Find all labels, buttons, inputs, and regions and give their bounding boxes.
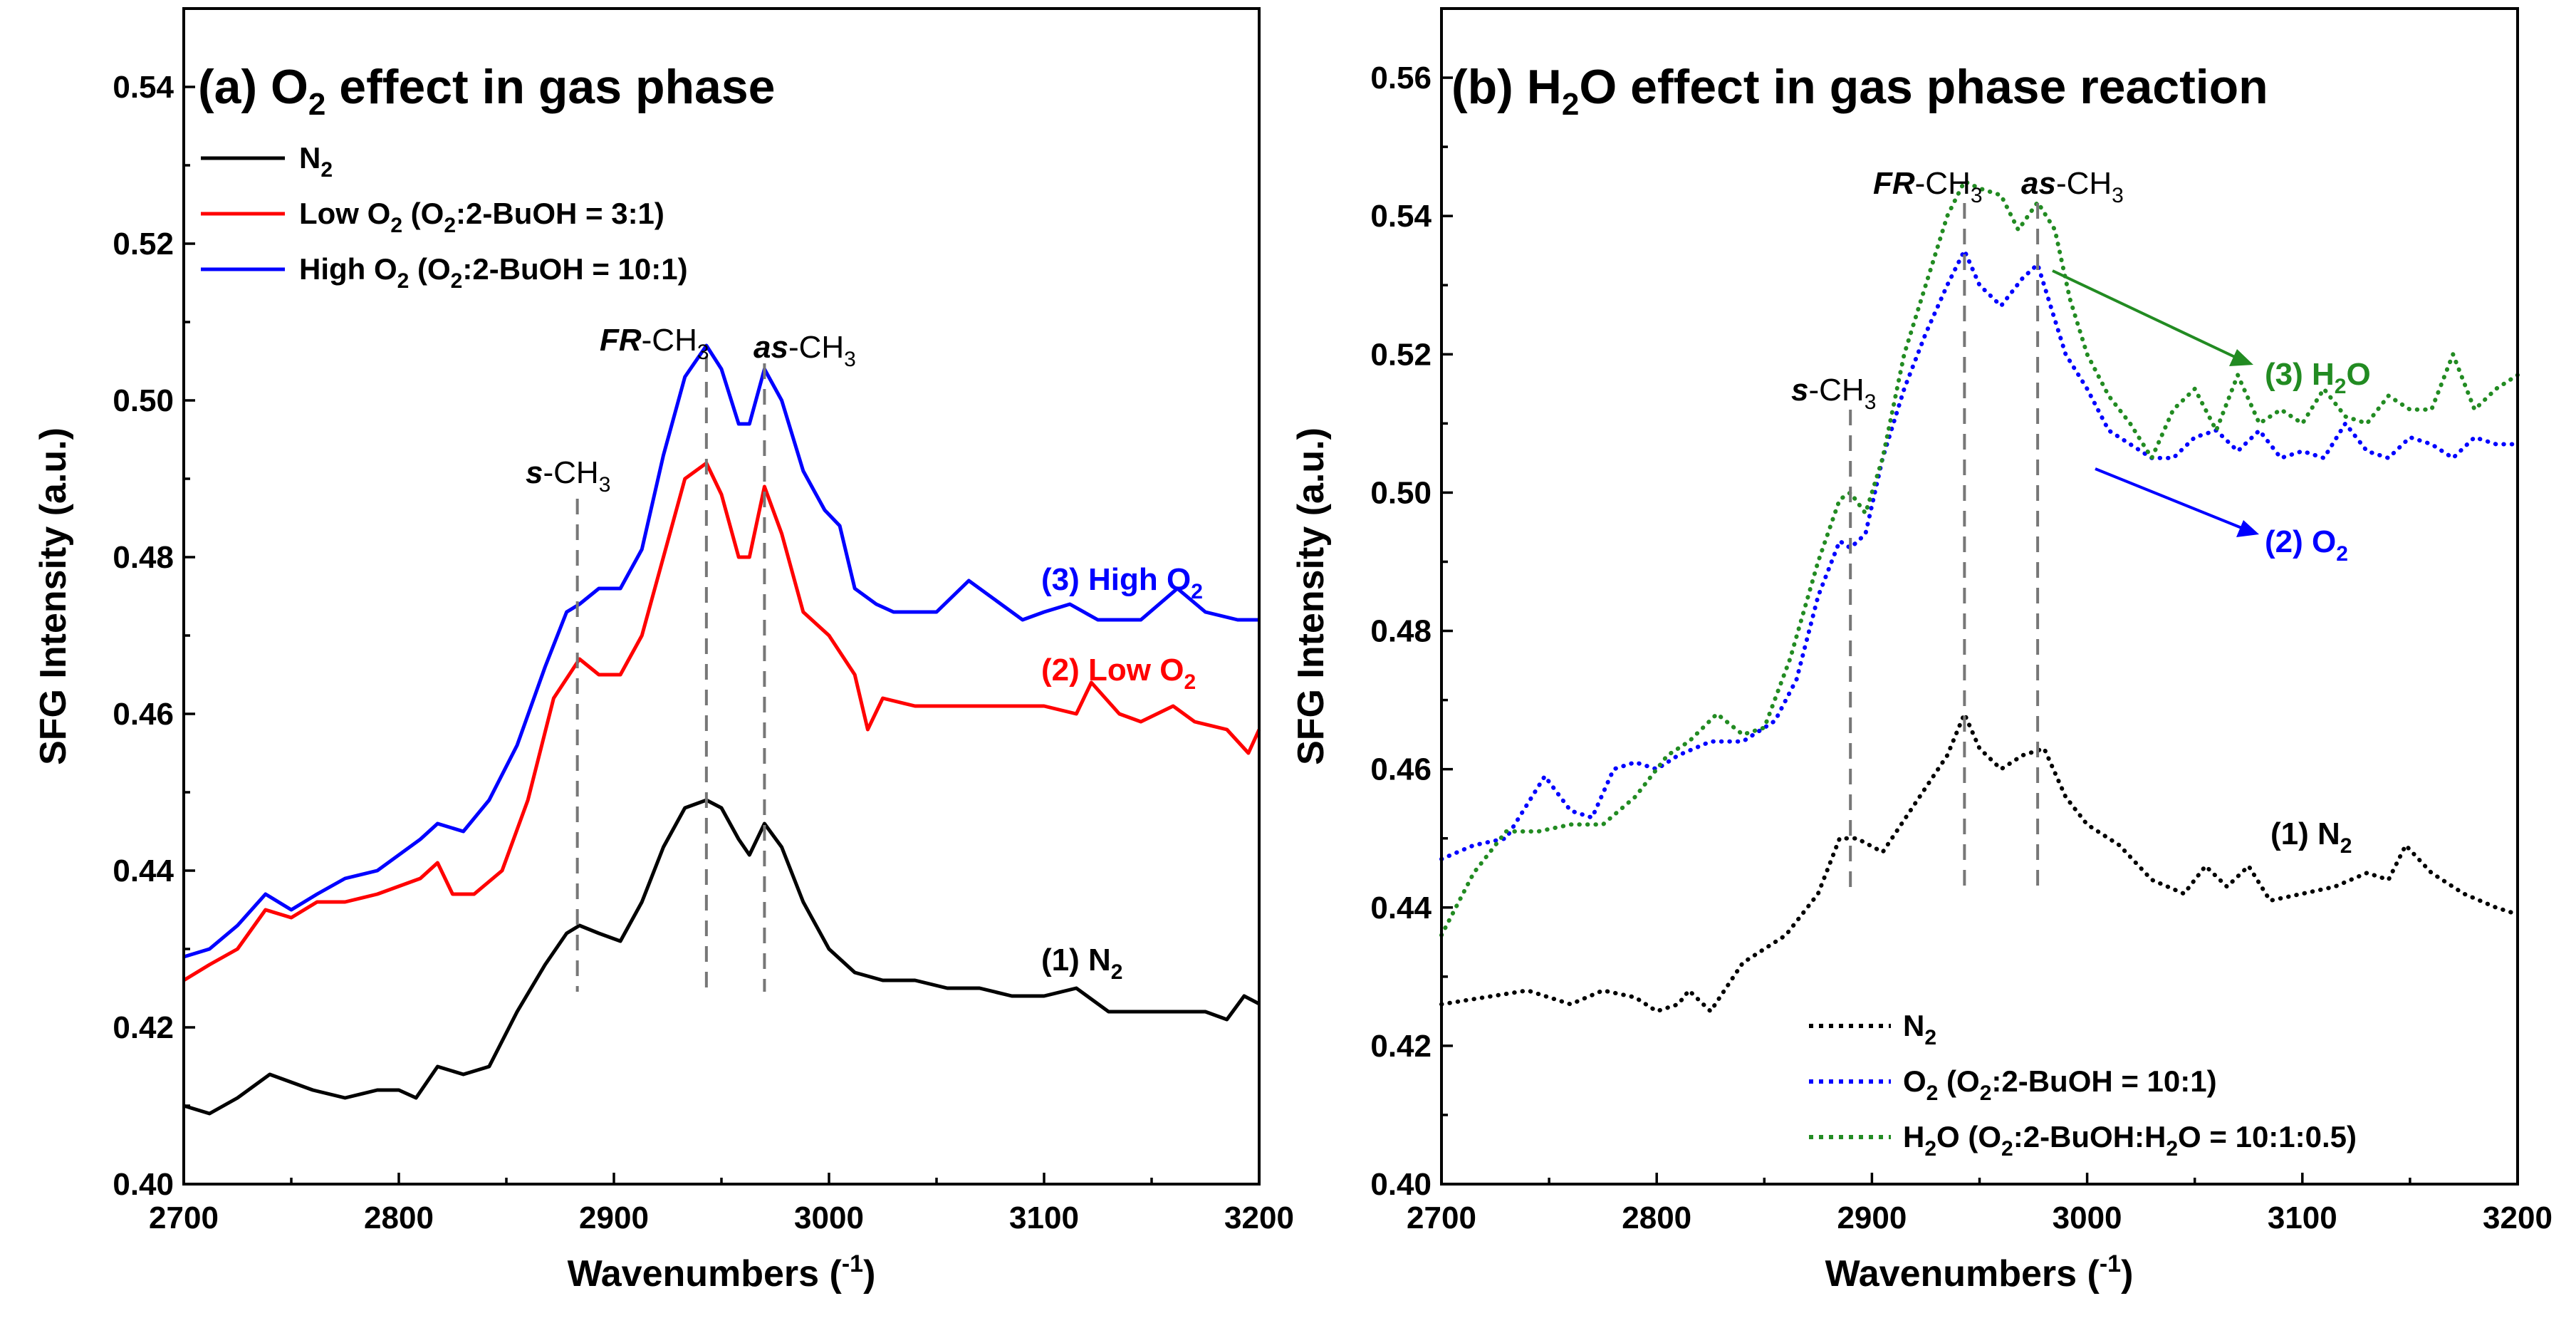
panel-b-title: (b) H2O effect in gas phase reaction	[1451, 60, 2268, 122]
panel-a-peak-label-as-ch3: as-CH3	[753, 330, 856, 371]
panel-b-y-tick-label-0.50: 0.50	[1370, 475, 1432, 510]
panel-b-ticks: 2700 2800 2900 3000 3100 3200 0.40 0.42 0.44 0.46…	[1370, 61, 2552, 1235]
panel-b-y-tick-label-0.52: 0.52	[1370, 337, 1432, 372]
panel-b-peak-label-fr-ch3: FR-CH3	[1873, 166, 1983, 207]
panel-b-y-tick-label-0.46: 0.46	[1370, 752, 1432, 787]
panel-b-legend: N2 O2 (O2:2-BuOH = 10:1) H2O (O2:2-BuOH:…	[1809, 1009, 2357, 1161]
panel-b-peak-markers	[1849, 203, 2040, 892]
panel-b-arrow-h2o	[2052, 269, 2237, 359]
panel-a-x-tick-label-3000: 3000	[794, 1200, 864, 1235]
panel-a-series-layer	[182, 343, 1261, 1116]
panel-b-curve-label-n2: (1) N2	[2270, 816, 2352, 858]
panel-a-y-tick-label-0.46: 0.46	[113, 697, 174, 732]
panel-a-x-tick-label-3100: 3100	[1009, 1200, 1079, 1235]
panel-a-x-tick-label-2700: 2700	[149, 1200, 219, 1235]
panel-a-peak-markers	[575, 356, 766, 992]
panel-a-curve-label-n2: (1) N2	[1041, 943, 1122, 984]
panel-a-y-axis-title: SFG Intensity (a.u.)	[33, 427, 74, 765]
panel-a-title: (a) O2 effect in gas phase	[198, 60, 775, 122]
panel-b-arrowhead-o2	[2236, 520, 2259, 537]
panel-b-peak-label-as-ch3: as-CH3	[2021, 166, 2124, 207]
panel-a-legend-low-o2: Low O2 (O2:2-BuOH = 3:1)	[299, 197, 664, 237]
panel-a-legend: N2 Low O2 (O2:2-BuOH = 3:1) High O2 (O2:…	[201, 141, 688, 293]
panel-b-x-tick-label-3200: 3200	[2483, 1200, 2552, 1235]
panel-b: 2700 2800 2900 3000 3100 3200 0.40 0.42 0.44 0.46…	[1290, 7, 2552, 1295]
panel-b-curve-label-o2: (2) O2	[2265, 524, 2348, 566]
panel-b-peak-label-s-ch3: s-CH3	[1791, 373, 1876, 414]
panel-a-y-tick-label-0.40: 0.40	[113, 1167, 174, 1202]
panel-b-y-tick-label-0.48: 0.48	[1370, 614, 1432, 649]
panel-b-curve-label-h2o: (3) H2O	[2265, 357, 2371, 398]
panel-b-legend-n2: N2	[1903, 1009, 1936, 1049]
panel-a-y-tick-label-0.48: 0.48	[113, 540, 174, 575]
panel-b-x-tick-label-2900: 2900	[1837, 1200, 1907, 1235]
panel-b-y-tick-label-0.56: 0.56	[1370, 61, 1432, 95]
panel-b-x-tick-label-3000: 3000	[2053, 1200, 2122, 1235]
panel-b-arrow-o2	[2095, 467, 2244, 530]
panel-a-x-tick-label-3200: 3200	[1224, 1200, 1294, 1235]
panel-b-arrowhead-h2o	[2229, 349, 2253, 366]
panel-a-peak-label-fr-ch3: FR-CH3	[600, 323, 709, 364]
panel-b-y-tick-label-0.42: 0.42	[1370, 1029, 1432, 1064]
panel-a-series-line-low-2-low-o2	[182, 461, 1261, 982]
panel-a-y-tick-label-0.54: 0.54	[113, 70, 174, 105]
panel-b-y-tick-label-0.44: 0.44	[1370, 891, 1432, 925]
panel-a-legend-n2: N2	[299, 141, 333, 182]
panel-a-curve-label-high-o2: (3) High O2	[1041, 562, 1203, 603]
panel-a-legend-high-o2: High O2 (O2:2-BuOH = 10:1)	[299, 252, 688, 293]
panel-b-x-tick-label-3100: 3100	[2268, 1200, 2337, 1235]
panel-a-curve-label-low-o2: (2) Low O2	[1041, 653, 1196, 694]
panel-b-x-tick-label-2700: 2700	[1407, 1200, 1476, 1235]
panel-b-legend-h2o: H2O (O2:2-BuOH:H2O = 10:1:0.5)	[1903, 1120, 2357, 1161]
panel-b-series-layer	[1439, 179, 2520, 1014]
panel-b-y-tick-label-0.54: 0.54	[1370, 199, 1432, 234]
panel-a-peak-label-s-ch3: s-CH3	[526, 455, 610, 497]
panel-a-y-tick-label-0.44: 0.44	[113, 854, 174, 888]
panel-b-legend-o2: O2 (O2:2-BuOH = 10:1)	[1903, 1064, 2217, 1105]
panel-a-y-tick-label-0.50: 0.50	[113, 383, 174, 418]
panel-b-y-axis-title: SFG Intensity (a.u.)	[1290, 427, 1332, 765]
panel-a-y-tick-label-0.42: 0.42	[113, 1010, 174, 1045]
panel-b-x-axis-title: Wavenumbers (-1)	[1825, 1250, 2134, 1295]
panel-a: 2700 2800 2900 3000 3100 3200 0.40 0.42 0.44 0.46…	[33, 7, 1294, 1295]
panel-a-ticks: 2700 2800 2900 3000 3100 3200 0.40 0.42 0.44 0.46…	[113, 70, 1294, 1235]
panel-b-series-line-h2o-3-h2o	[1439, 179, 2520, 938]
panel-a-y-tick-label-0.52: 0.52	[113, 227, 174, 261]
panel-b-y-tick-label-0.40: 0.40	[1370, 1167, 1432, 1202]
panel-b-x-tick-label-2800: 2800	[1622, 1200, 1691, 1235]
panel-a-x-axis-title: Wavenumbers (-1)	[568, 1250, 876, 1295]
panel-a-x-tick-label-2900: 2900	[579, 1200, 649, 1235]
panel-a-series-line-high-3-high-o2	[183, 343, 1259, 959]
panel-b-series-line-n2-1-n2	[1439, 712, 2520, 1014]
panel-b-series-line-o2-2-o2	[1439, 248, 2520, 861]
panel-a-x-tick-label-2800: 2800	[364, 1200, 434, 1235]
